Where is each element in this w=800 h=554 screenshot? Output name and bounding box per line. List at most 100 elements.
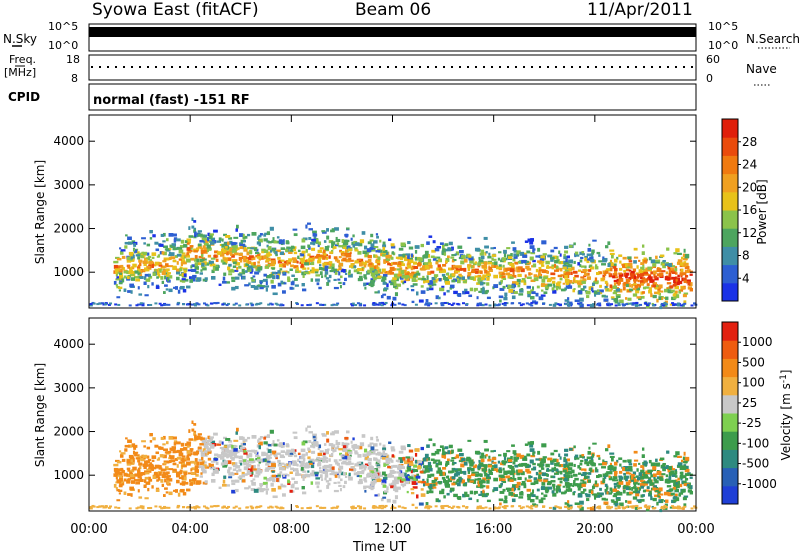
power-echo: [260, 285, 266, 288]
power-echo: [656, 298, 659, 303]
velocity-echo: [305, 452, 308, 456]
power-echo: [574, 299, 580, 302]
velocity-echo: [228, 440, 233, 443]
power-echo: [290, 246, 293, 251]
power-echo: [223, 242, 228, 245]
power-echo: [195, 233, 199, 238]
power-echo: [350, 237, 353, 241]
power-echo: [119, 247, 122, 250]
power-echo: [462, 280, 467, 284]
power-echo: [484, 303, 488, 306]
velocity-echo: [276, 439, 280, 442]
velocity-echo: [354, 450, 358, 454]
power-echo: [555, 287, 559, 291]
velocity-echo: [162, 468, 167, 471]
power-echo: [135, 254, 141, 257]
velocity-echo: [555, 487, 561, 492]
velocity-echo: [377, 466, 381, 469]
power-echo: [623, 269, 626, 273]
power-echo: [519, 288, 524, 293]
power-echo: [658, 296, 662, 301]
power-echo: [424, 303, 428, 306]
power-echo: [392, 279, 397, 283]
power-echo: [89, 304, 93, 307]
power-echo: [584, 257, 587, 261]
power-echo: [596, 251, 601, 255]
power-echo: [431, 249, 436, 253]
power-echo: [354, 304, 358, 307]
velocity-echo: [619, 502, 624, 507]
velocity-echo: [573, 491, 576, 494]
power-echo: [287, 276, 290, 281]
velocity-echo: [129, 470, 133, 473]
power-echo: [407, 265, 412, 269]
power-echo: [674, 285, 679, 289]
velocity-echo: [271, 470, 275, 473]
velocity-echo: [375, 436, 379, 439]
power-echo: [604, 280, 608, 284]
power-echo: [517, 284, 521, 288]
velocity-echo: [433, 482, 438, 486]
power-echo: [381, 276, 387, 281]
velocity-echo: [353, 468, 357, 471]
velocity-echo: [574, 477, 579, 481]
power-echo: [181, 286, 184, 290]
velocity-echo: [258, 437, 262, 441]
power-echo: [512, 281, 518, 285]
velocity-echo: [333, 481, 337, 485]
power-echo: [554, 302, 558, 305]
velocity-echo: [187, 443, 191, 447]
power-echo: [573, 260, 576, 264]
velocity-echo: [246, 462, 250, 467]
power-echo: [232, 303, 236, 306]
power-echo: [664, 276, 668, 281]
velocity-echo: [640, 465, 644, 469]
velocity-echo: [639, 498, 645, 502]
power-echo: [577, 269, 582, 272]
power-echo: [166, 249, 170, 252]
power-echo: [261, 250, 264, 254]
velocity-echo: [410, 470, 413, 474]
power-echo: [275, 240, 281, 244]
power-echo: [574, 254, 580, 257]
power-echo: [338, 266, 342, 271]
power-echo: [493, 265, 498, 268]
power-echo: [435, 259, 441, 262]
power-echo: [472, 277, 477, 281]
velocity-echo: [429, 465, 432, 469]
power-echo: [267, 246, 272, 250]
power-echo: [633, 280, 637, 284]
velocity-echo: [145, 461, 148, 465]
power-echo: [116, 285, 120, 289]
velocity-echo: [265, 484, 268, 489]
power-echo: [479, 270, 483, 274]
power-echo: [166, 275, 170, 280]
power-echo: [238, 304, 242, 307]
power-echo: [493, 261, 498, 266]
velocity-echo: [628, 487, 631, 491]
power-echo: [491, 254, 497, 257]
power-echo: [322, 262, 327, 266]
power-echo: [218, 237, 222, 241]
power-echo: [372, 277, 377, 281]
velocity-echo: [492, 461, 497, 464]
power-echo: [659, 306, 663, 310]
velocity-echo: [662, 462, 666, 466]
velocity-echo: [146, 455, 150, 459]
power-echo: [141, 304, 145, 307]
power-echo: [114, 303, 118, 306]
power-echo: [363, 274, 367, 279]
velocity-echo: [252, 478, 256, 481]
power-echo: [236, 224, 239, 229]
velocity-echo: [366, 475, 370, 478]
velocity-echo: [629, 491, 634, 495]
power-echo: [201, 262, 205, 267]
velocity-echo: [207, 435, 211, 440]
power-echo: [382, 244, 387, 248]
power-echo: [352, 243, 356, 248]
power-echo: [436, 245, 442, 249]
power-echo: [680, 268, 684, 272]
power-echo: [213, 229, 218, 233]
power-echo: [121, 277, 124, 281]
power-echo: [567, 278, 570, 283]
